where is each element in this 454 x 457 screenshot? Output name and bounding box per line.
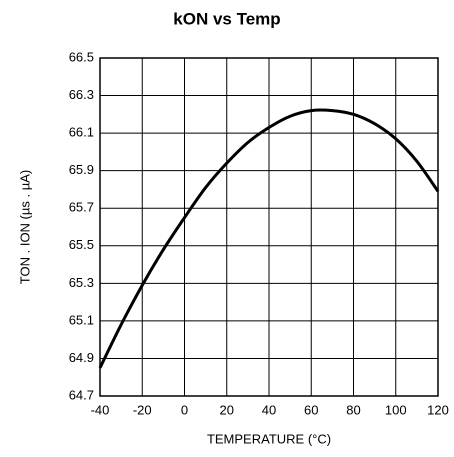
data-line [98,108,440,369]
y-tick-label: 65.7 [69,200,94,215]
x-tick-label: 40 [262,402,276,417]
y-tick-label: 65.9 [69,162,94,177]
x-tick-label: -20 [133,402,152,417]
y-axis-label: TON . ION (µs . µA) [17,170,32,284]
y-tick-label: 65.1 [69,312,94,327]
x-tick-label: 100 [385,402,407,417]
x-tick-label: 60 [304,402,318,417]
y-tick-label: 64.9 [69,350,94,365]
y-tick-label: 65.5 [69,237,94,252]
x-tick-label: 20 [220,402,234,417]
y-tick-label: 64.7 [69,387,94,402]
x-tick-label: 120 [427,402,449,417]
y-tick-label: 65.3 [69,275,94,290]
y-tick-label: 66.5 [69,49,94,64]
x-tick-label: 80 [346,402,360,417]
x-tick-label: 0 [181,402,188,417]
y-tick-label: 66.1 [69,125,94,140]
plot-frame [99,57,439,397]
x-tick-label: -40 [91,402,110,417]
y-tick-label: 66.3 [69,87,94,102]
x-axis-label: TEMPERATURE (°C) [207,431,331,446]
chart-title: kON vs Temp [173,9,280,28]
